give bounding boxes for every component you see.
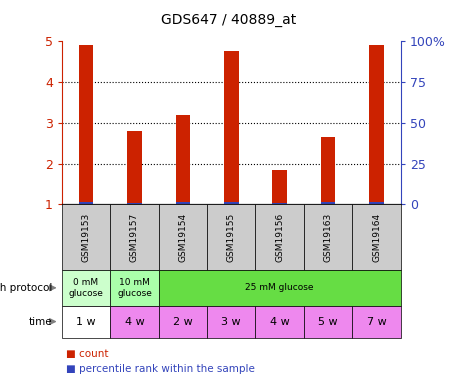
Bar bbox=[321, 137, 335, 204]
Text: 25 mM glucose: 25 mM glucose bbox=[245, 284, 314, 292]
Text: 3 w: 3 w bbox=[222, 316, 241, 327]
Text: 4 w: 4 w bbox=[270, 316, 289, 327]
Bar bbox=[369, 45, 384, 204]
Bar bbox=[224, 51, 239, 204]
Bar bbox=[321, 201, 335, 204]
Text: GSM19153: GSM19153 bbox=[82, 213, 91, 262]
Text: 0 mM
glucose: 0 mM glucose bbox=[69, 278, 104, 297]
Bar bbox=[127, 203, 142, 204]
Text: GSM19154: GSM19154 bbox=[178, 213, 187, 262]
Bar bbox=[273, 203, 287, 204]
Text: 5 w: 5 w bbox=[318, 316, 338, 327]
Text: GSM19163: GSM19163 bbox=[324, 213, 333, 262]
Text: ■ percentile rank within the sample: ■ percentile rank within the sample bbox=[66, 364, 255, 374]
Text: 4 w: 4 w bbox=[125, 316, 144, 327]
Text: 2 w: 2 w bbox=[173, 316, 193, 327]
Bar bbox=[175, 115, 190, 204]
Text: GSM19155: GSM19155 bbox=[227, 213, 236, 262]
Text: time: time bbox=[29, 316, 53, 327]
Bar bbox=[175, 201, 190, 204]
Text: GSM19156: GSM19156 bbox=[275, 213, 284, 262]
Bar bbox=[127, 131, 142, 204]
Bar bbox=[273, 170, 287, 204]
Bar bbox=[79, 201, 93, 204]
Text: growth protocol: growth protocol bbox=[0, 283, 53, 293]
Text: GSM19164: GSM19164 bbox=[372, 213, 381, 262]
Text: 10 mM
glucose: 10 mM glucose bbox=[117, 278, 152, 297]
Text: 1 w: 1 w bbox=[76, 316, 96, 327]
Text: ■ count: ■ count bbox=[66, 349, 109, 359]
Bar bbox=[79, 45, 93, 204]
Bar bbox=[224, 201, 239, 204]
Text: GSM19157: GSM19157 bbox=[130, 213, 139, 262]
Text: GDS647 / 40889_at: GDS647 / 40889_at bbox=[161, 13, 297, 27]
Bar bbox=[369, 201, 384, 204]
Text: 7 w: 7 w bbox=[367, 316, 387, 327]
